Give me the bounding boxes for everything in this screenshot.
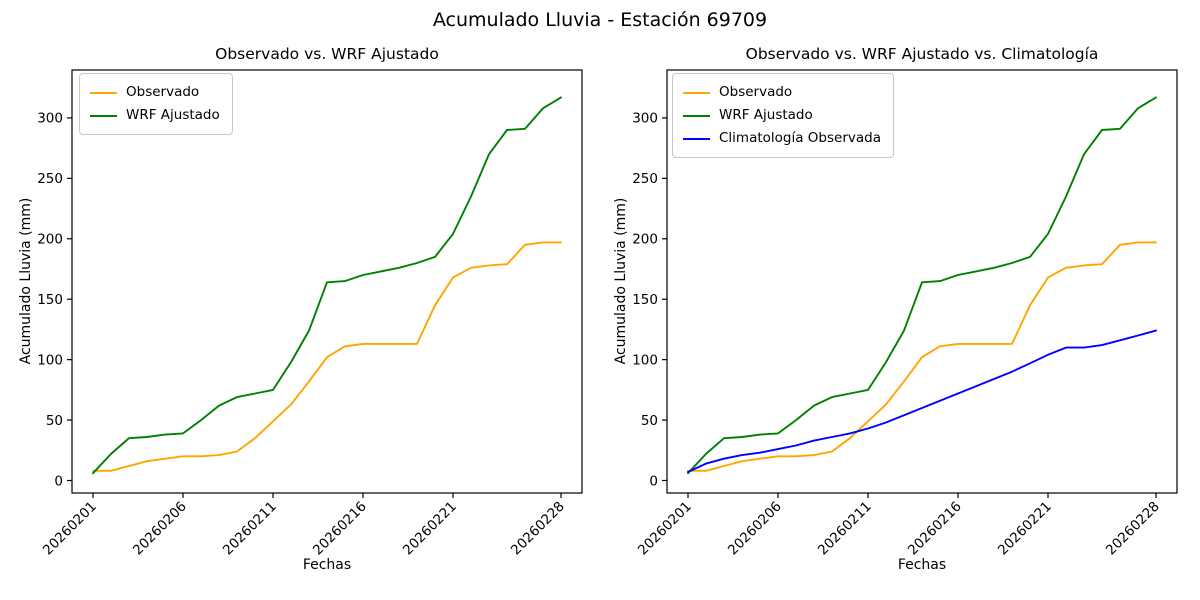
y-tick-label: 100 bbox=[37, 352, 63, 368]
y-tick-label: 100 bbox=[632, 352, 658, 368]
figure-title: Acumulado Lluvia - Estación 69709 bbox=[432, 9, 768, 31]
x-tick-label: 20260206 bbox=[130, 499, 190, 559]
legend-label: Climatología Observada bbox=[719, 130, 881, 146]
legend-line-swatch bbox=[683, 137, 710, 140]
right-chart-title: Observado vs. WRF Ajustado vs. Climatolo… bbox=[745, 45, 1099, 63]
x-tick-label: 20260228 bbox=[1103, 499, 1163, 559]
plot-frame bbox=[666, 69, 1178, 494]
y-tick-label: 150 bbox=[632, 292, 658, 308]
x-tick-label: 20260206 bbox=[725, 499, 785, 559]
x-tick-label: 20260216 bbox=[905, 499, 965, 559]
y-tick-label: 200 bbox=[632, 232, 658, 248]
legend-item-observado: Observado bbox=[683, 81, 881, 104]
y-tick-label: 250 bbox=[37, 171, 63, 187]
legend-label: Observado bbox=[719, 84, 793, 100]
y-tick-label: 50 bbox=[641, 413, 658, 429]
x-tick-label: 20260211 bbox=[815, 499, 875, 559]
series-line-observado bbox=[92, 241, 562, 472]
series-line-wrf-ajustado bbox=[687, 96, 1157, 475]
legend-item-observado: Observado bbox=[90, 81, 220, 104]
y-tick-label: 250 bbox=[632, 171, 658, 187]
y-tick-label: 300 bbox=[632, 111, 658, 127]
y-tick-label: 0 bbox=[54, 473, 63, 489]
legend-label: Observado bbox=[126, 84, 200, 100]
right-chart-legend: Observado WRF Ajustado Climatología Observ… bbox=[672, 73, 894, 158]
x-tick-label: 20260221 bbox=[995, 499, 1055, 559]
x-tick-label: 20260216 bbox=[310, 499, 370, 559]
left-x-axis-label: Fechas bbox=[302, 557, 352, 573]
legend-item-wrf-ajustado: WRF Ajustado bbox=[683, 104, 881, 127]
right-x-axis-label: Fechas bbox=[897, 557, 947, 573]
left-chart-title: Observado vs. WRF Ajustado bbox=[215, 45, 439, 63]
legend-label: WRF Ajustado bbox=[126, 107, 220, 123]
left-y-axis-label: Acumulado Lluvia (mm) bbox=[18, 197, 34, 365]
series-line-observado bbox=[687, 241, 1157, 472]
y-tick-label: 200 bbox=[37, 232, 63, 248]
x-tick-label: 20260201 bbox=[40, 499, 100, 559]
legend-item-climatolog-a-observada: Climatología Observada bbox=[683, 127, 881, 150]
x-tick-label: 20260221 bbox=[400, 499, 460, 559]
legend-item-wrf-ajustado: WRF Ajustado bbox=[90, 104, 220, 127]
y-tick-label: 50 bbox=[46, 413, 63, 429]
plot-frame bbox=[71, 69, 583, 494]
legend-line-swatch bbox=[90, 114, 117, 117]
y-tick-label: 0 bbox=[649, 473, 658, 489]
left-chart-legend: Observado WRF Ajustado bbox=[79, 73, 233, 135]
series-line-wrf-ajustado bbox=[92, 96, 562, 475]
y-tick-label: 300 bbox=[37, 111, 63, 127]
series-line-climatolog-a-observada bbox=[687, 329, 1157, 473]
right-y-axis-label: Acumulado Lluvia (mm) bbox=[613, 197, 629, 365]
legend-line-swatch bbox=[683, 91, 710, 94]
y-tick-label: 150 bbox=[37, 292, 63, 308]
x-tick-label: 20260201 bbox=[635, 499, 695, 559]
x-tick-label: 20260211 bbox=[220, 499, 280, 559]
x-tick-label: 20260228 bbox=[508, 499, 568, 559]
legend-label: WRF Ajustado bbox=[719, 107, 813, 123]
legend-line-swatch bbox=[90, 91, 117, 94]
legend-line-swatch bbox=[683, 114, 710, 117]
